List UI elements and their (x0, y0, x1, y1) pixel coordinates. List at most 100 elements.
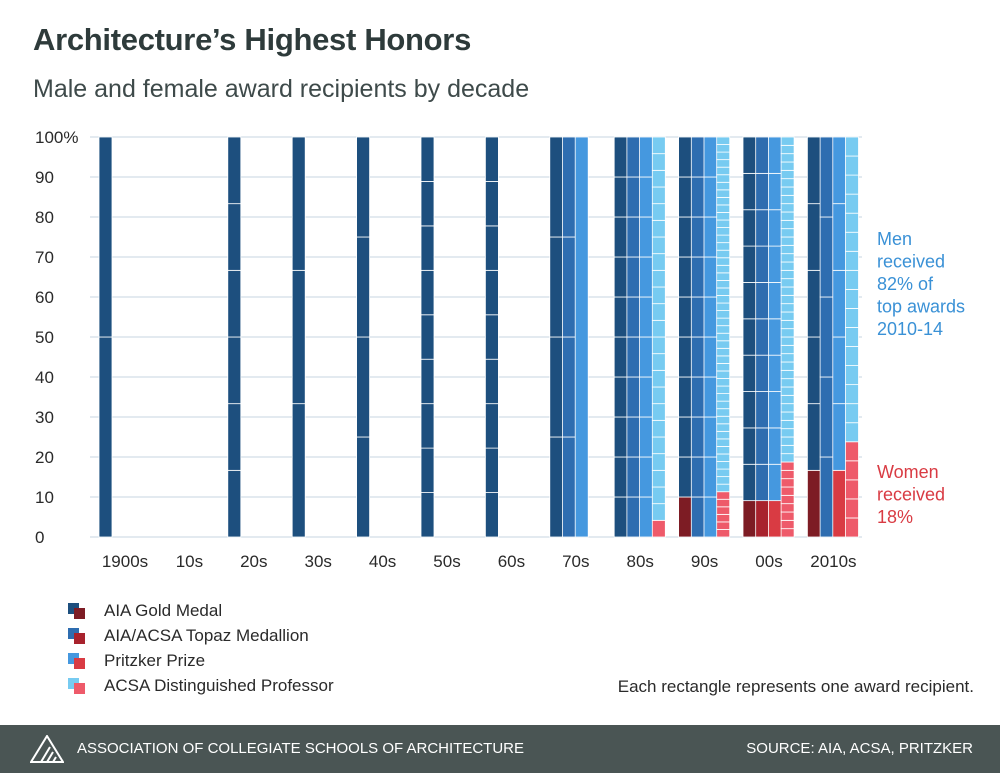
y-tick-label: 10 (35, 488, 54, 507)
bar-unit-men (807, 269, 821, 338)
bar-unit-men (716, 355, 731, 364)
bar-unit-men (807, 203, 821, 271)
bar-unit-men (420, 181, 435, 227)
x-tick-label: 00s (755, 552, 782, 571)
bar-unit-men (780, 294, 795, 305)
legend-label: Pritzker Prize (104, 650, 206, 670)
bar-unit-men (845, 136, 859, 157)
bar-unit-men (291, 403, 306, 538)
bar-unit-men (690, 336, 705, 378)
bar-unit-men (484, 136, 499, 182)
bar-unit-men (780, 269, 795, 280)
bar-unit-men (716, 317, 731, 327)
bar-unit-men (651, 203, 666, 221)
bar-unit-men (613, 296, 628, 338)
bar-unit-men (716, 196, 731, 206)
bar-unit-men (613, 136, 628, 178)
bar-unit-men (845, 193, 859, 214)
x-tick-label: 1900s (102, 552, 148, 571)
bar-unit-men (845, 384, 859, 405)
bar-unit-men (819, 136, 834, 218)
y-tick-label: 30 (35, 408, 54, 427)
bar-unit-women (716, 529, 731, 538)
y-tick-label: 100% (35, 128, 78, 147)
bar-unit-men (690, 456, 705, 498)
bar-unit-women (845, 460, 859, 481)
bar-unit-men (716, 249, 731, 259)
bar-unit-women (716, 491, 731, 500)
bar-unit-men (845, 308, 859, 328)
bar-unit-men (716, 415, 731, 425)
bar-unit-men (780, 303, 795, 313)
bar-unit-men (755, 245, 770, 283)
bar-unit-men (639, 336, 653, 378)
bar-unit-women (845, 517, 859, 538)
bar-unit-men (716, 325, 731, 334)
bar-unit-men (742, 354, 757, 392)
bar-unit-men (678, 176, 692, 218)
bar-group (613, 136, 666, 538)
bar-unit-men (716, 453, 731, 462)
bar-group (227, 136, 242, 538)
bar-group (356, 136, 371, 538)
bar-unit-men (755, 282, 770, 320)
bar-unit-men (651, 286, 666, 305)
footer-source: SOURCE: AIA, ACSA, PRITZKER (746, 740, 973, 757)
men-annotation-line: Men (877, 229, 912, 249)
bar-unit-men (291, 136, 306, 271)
bar-unit-men (819, 376, 834, 458)
bar-unit-men (549, 436, 564, 538)
bar-unit-men (420, 136, 435, 182)
x-tick-label: 50s (433, 552, 460, 571)
bar-unit-men (227, 403, 242, 471)
bar-unit-men (639, 376, 653, 418)
bar-unit-men (690, 416, 705, 458)
y-tick-label: 0 (35, 528, 44, 547)
bar-unit-men (845, 231, 859, 252)
bar-unit-men (780, 311, 795, 321)
bar-unit-men (716, 204, 731, 213)
bar-unit-men (807, 336, 821, 405)
legend-swatch (68, 627, 90, 644)
bar-unit-men (678, 376, 692, 418)
y-tick-label: 70 (35, 248, 54, 267)
bar-unit-men (651, 236, 666, 255)
bar-unit-men (420, 403, 435, 449)
bar-unit-men (768, 282, 782, 320)
bar-unit-men (639, 496, 653, 538)
bar-unit-men (420, 447, 435, 493)
bar-unit-men (716, 219, 731, 228)
bar-unit-men (651, 386, 666, 405)
bar-unit-men (716, 468, 731, 478)
bar-unit-men (780, 186, 795, 196)
bar-unit-men (819, 216, 834, 298)
bar-unit-men (780, 378, 795, 388)
bar-unit-men (768, 209, 782, 247)
bar-unit-men (780, 361, 795, 371)
bar-unit-men (845, 365, 859, 386)
bar-unit-men (716, 340, 731, 349)
bar-unit-men (716, 363, 731, 372)
bar-unit-women (807, 469, 821, 538)
bar-unit-men (716, 264, 731, 274)
chart-plot: 100% 90 80 70 60 50 40 30 20 10 0 1900s 10s 20s 30s 40… (35, 128, 965, 571)
bar-unit-men (484, 492, 499, 538)
bar-unit-women (678, 496, 692, 538)
bar-unit-men (613, 456, 628, 498)
bar-unit-men (716, 151, 731, 161)
bar-unit-men (780, 436, 795, 446)
bar-unit-men (768, 391, 782, 429)
bar-unit-women (651, 519, 666, 538)
bar-unit-men (845, 288, 859, 309)
bar-unit-women (845, 441, 859, 462)
chart-legend: AIA Gold Medal AIA/ACSA Topaz Medallion Pr… (68, 598, 334, 698)
bar-unit-men (845, 250, 859, 271)
bar-unit-men (484, 358, 499, 405)
chart-note: Each rectangle represents one award reci… (617, 677, 974, 696)
bar-unit-men (690, 216, 705, 258)
bar-unit-men (639, 176, 653, 218)
bar-unit-men (716, 144, 731, 153)
bar-unit-men (768, 463, 782, 502)
bar-unit-men (651, 486, 666, 505)
bar-unit-men (742, 172, 757, 211)
